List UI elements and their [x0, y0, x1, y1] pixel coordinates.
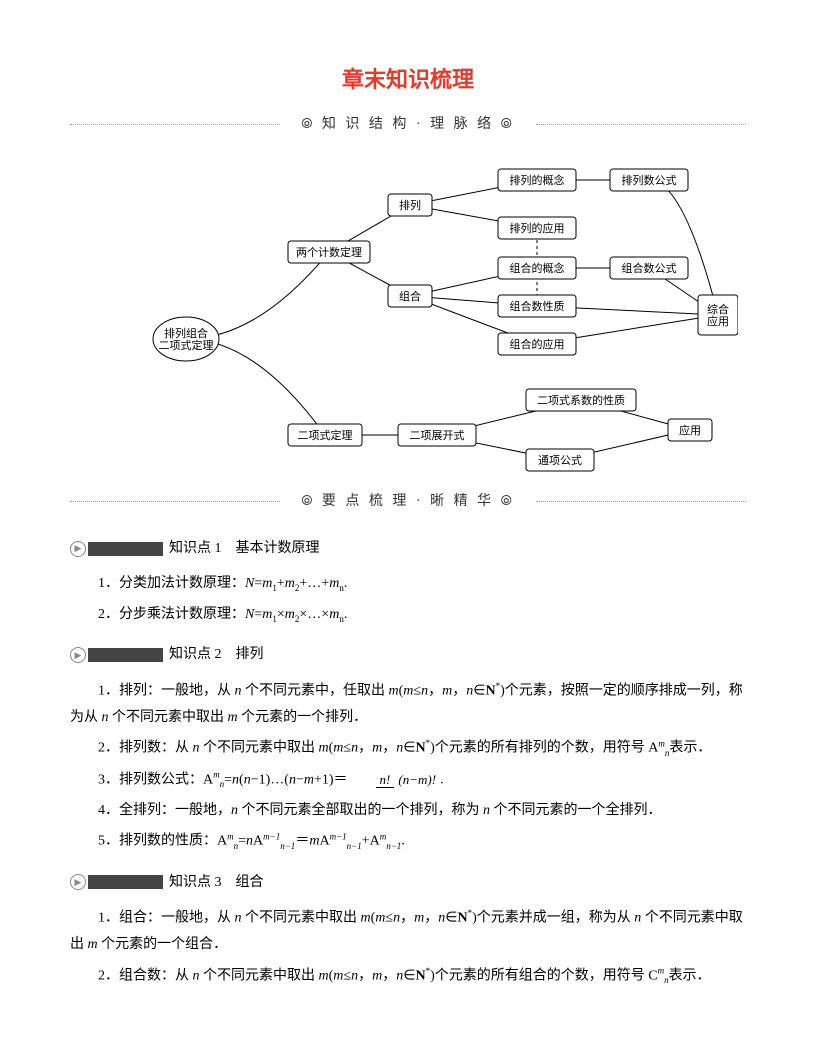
svg-text:应用: 应用 — [679, 423, 701, 437]
svg-text:排列的概念: 排列的概念 — [510, 173, 565, 187]
svg-text:排列: 排列 — [399, 198, 421, 212]
svg-text:组合的应用: 组合的应用 — [510, 337, 565, 351]
knowledge-point-2-header: ▶ 知识点 2 排列 — [70, 642, 264, 667]
kp2-line5: 5．排列数的性质：Amn=nAm−1n−1＝mAm−1n−1+Amn−1. — [70, 828, 746, 855]
kp3-title: 知识点 3 组合 — [169, 870, 264, 895]
kp1-line2: 2．分步乘法计数原理：N=m1×m2×…×mn. — [70, 602, 746, 629]
svg-text:组合数公式: 组合数公式 — [622, 261, 677, 275]
svg-text:组合: 组合 — [399, 289, 421, 303]
svg-text:二项式系数的性质: 二项式系数的性质 — [537, 393, 625, 407]
section-header-2-text: ⦾ 要 点 梳 理 · 晰 精 华 ⦾ — [291, 489, 525, 514]
marker-bar — [88, 648, 163, 662]
svg-text:应用: 应用 — [707, 314, 729, 328]
svg-text:综合: 综合 — [707, 302, 729, 316]
section-header-1: ⦾ 知 识 结 构 · 理 脉 络 ⦾ — [70, 112, 746, 137]
kp2-line4: 4．全排列：一般地，n 个不同元素全部取出的一个排列，称为 n 个不同元素的一个… — [70, 798, 746, 825]
svg-text:排列数公式: 排列数公式 — [622, 173, 677, 187]
knowledge-point-3-header: ▶ 知识点 3 组合 — [70, 870, 264, 895]
svg-text:组合的概念: 组合的概念 — [510, 261, 565, 275]
main-title: 章末知识梳理 — [70, 60, 746, 100]
kp1-title: 知识点 1 基本计数原理 — [169, 536, 320, 561]
svg-text:排列组合: 排列组合 — [164, 326, 208, 340]
svg-text:通项公式: 通项公式 — [538, 454, 582, 467]
kp3-line1: 1．组合：一般地，从 n 个不同元素中取出 m(m≤n，m，n∈N*)个元素并成… — [70, 905, 746, 959]
arrow-icon: ▶ — [70, 647, 86, 663]
svg-text:组合数性质: 组合数性质 — [510, 299, 565, 313]
marker-bar — [88, 875, 163, 889]
kp2-line3: 3．排列数公式：Amn=n(n−1)…(n−m+1)＝n!(n−m)!. — [70, 767, 746, 794]
arrow-icon: ▶ — [70, 541, 86, 557]
svg-text:排列的应用: 排列的应用 — [510, 221, 565, 235]
svg-text:二项式定理: 二项式定理 — [159, 338, 214, 352]
marker-bar — [88, 542, 163, 556]
arrow-icon: ▶ — [70, 874, 86, 890]
svg-text:二项展开式: 二项展开式 — [410, 429, 465, 442]
kp1-line1: 1．分类加法计数原理：N=m1+m2+…+mn. — [70, 571, 746, 598]
kp2-line2: 2．排列数：从 n 个不同元素中取出 m(m≤n，m，n∈N*)个元素的所有排列… — [70, 735, 746, 762]
svg-text:二项式定理: 二项式定理 — [298, 428, 353, 442]
section-header-2: ⦾ 要 点 梳 理 · 晰 精 华 ⦾ — [70, 489, 746, 514]
structure-diagram: 排列组合二项式定理两个计数定理二项式定理排列组合排列的概念排列的应用排列数公式组… — [70, 149, 746, 479]
section-header-1-text: ⦾ 知 识 结 构 · 理 脉 络 ⦾ — [291, 112, 525, 137]
kp2-title: 知识点 2 排列 — [169, 642, 264, 667]
kp2-line1: 1．排列：一般地，从 n 个不同元素中，任取出 m(m≤n，m，n∈N*)个元素… — [70, 678, 746, 732]
knowledge-point-1-header: ▶ 知识点 1 基本计数原理 — [70, 536, 320, 561]
kp3-line2: 2．组合数：从 n 个不同元素中取出 m(m≤n，m，n∈N*)个元素的所有组合… — [70, 963, 746, 990]
svg-text:两个计数定理: 两个计数定理 — [296, 245, 362, 259]
